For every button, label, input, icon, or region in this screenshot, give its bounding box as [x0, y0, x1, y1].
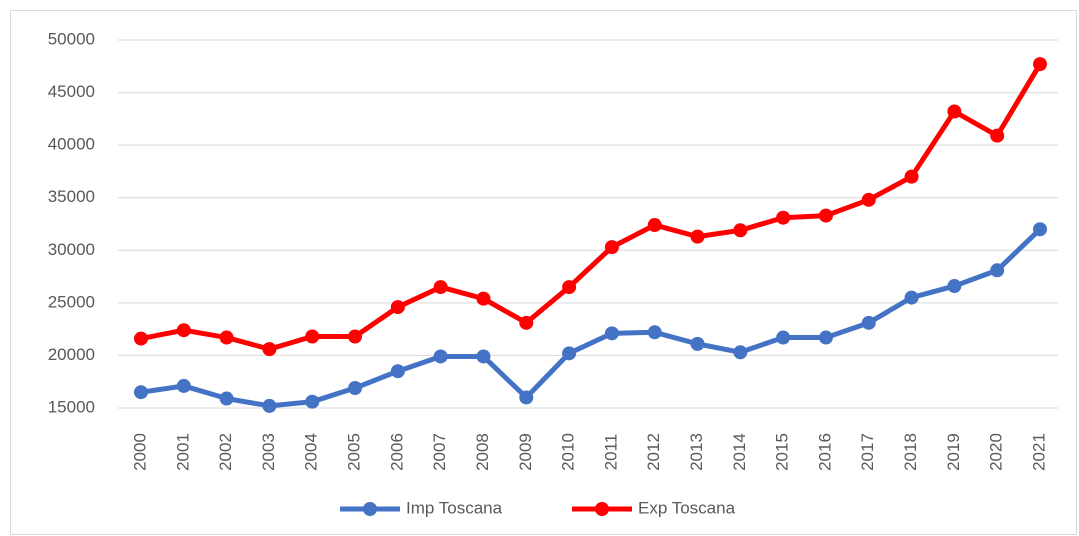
point	[861, 192, 876, 207]
x-tick-label: 2002	[216, 433, 235, 471]
legend-label: Exp Toscana	[638, 498, 736, 517]
point	[776, 330, 791, 345]
point	[476, 349, 491, 364]
x-tick-label: 2015	[773, 433, 792, 471]
point	[176, 323, 191, 338]
point	[604, 326, 619, 341]
point	[219, 391, 234, 406]
x-tick-label: 2012	[644, 433, 663, 471]
point	[690, 336, 705, 351]
point	[562, 280, 577, 295]
legend-marker	[595, 502, 609, 516]
point	[262, 398, 277, 413]
y-tick-label: 30000	[48, 240, 95, 259]
x-tick-label: 2001	[173, 433, 192, 471]
x-tick-label: 2019	[944, 433, 963, 471]
point	[647, 218, 662, 233]
point	[1033, 57, 1047, 72]
point	[348, 381, 363, 396]
point	[519, 315, 534, 330]
point	[904, 169, 919, 184]
point	[647, 325, 662, 340]
point	[134, 331, 148, 346]
point	[690, 229, 705, 244]
x-tick-label: 2006	[387, 433, 406, 471]
y-tick-label: 20000	[48, 345, 95, 364]
point	[433, 349, 448, 364]
x-tick-label: 2014	[730, 433, 749, 471]
point	[990, 263, 1005, 278]
point	[818, 330, 833, 345]
x-tick-label: 2011	[601, 434, 620, 471]
point	[733, 345, 748, 360]
point	[519, 390, 534, 405]
y-tick-label: 35000	[48, 187, 95, 206]
point	[990, 128, 1005, 143]
point	[604, 240, 619, 255]
y-tick-label: 40000	[48, 135, 95, 154]
legend-label: Imp Toscana	[406, 498, 503, 517]
point	[1033, 222, 1047, 237]
point	[861, 315, 876, 330]
point	[390, 300, 405, 315]
point	[476, 291, 491, 306]
x-tick-label: 2003	[259, 433, 278, 471]
x-tick-label: 2021	[1029, 433, 1048, 471]
point	[947, 279, 962, 294]
x-tick-label: 2007	[430, 433, 449, 471]
point	[176, 378, 191, 393]
point	[562, 346, 577, 361]
point	[348, 329, 363, 344]
point	[733, 223, 748, 238]
point	[219, 330, 234, 345]
y-tick-label: 50000	[48, 29, 95, 48]
point	[904, 290, 919, 305]
x-tick-label: 2009	[516, 433, 535, 471]
point	[947, 104, 962, 119]
point	[305, 394, 320, 409]
y-tick-label: 15000	[48, 397, 95, 416]
point	[818, 208, 833, 223]
x-tick-label: 2010	[559, 433, 578, 471]
point	[134, 385, 148, 400]
x-tick-label: 2018	[901, 433, 920, 471]
point	[433, 280, 448, 295]
x-tick-label: 2020	[987, 433, 1006, 471]
y-tick-label: 25000	[48, 292, 95, 311]
x-tick-label: 2000	[130, 433, 149, 471]
point	[262, 342, 277, 357]
x-tick-label: 2004	[302, 433, 321, 471]
x-tick-label: 2013	[687, 433, 706, 471]
y-tick-label: 45000	[48, 82, 95, 101]
series-line	[140, 62, 1043, 352]
legend-marker	[363, 502, 377, 516]
chart-frame	[10, 10, 1077, 535]
x-tick-label: 2005	[345, 433, 364, 471]
point	[305, 329, 320, 344]
x-tick-label: 2008	[473, 433, 492, 471]
x-tick-label: 2016	[815, 433, 834, 471]
x-tick-label: 2017	[858, 433, 877, 471]
point	[776, 210, 791, 225]
point	[390, 364, 405, 379]
series-line	[140, 227, 1042, 409]
